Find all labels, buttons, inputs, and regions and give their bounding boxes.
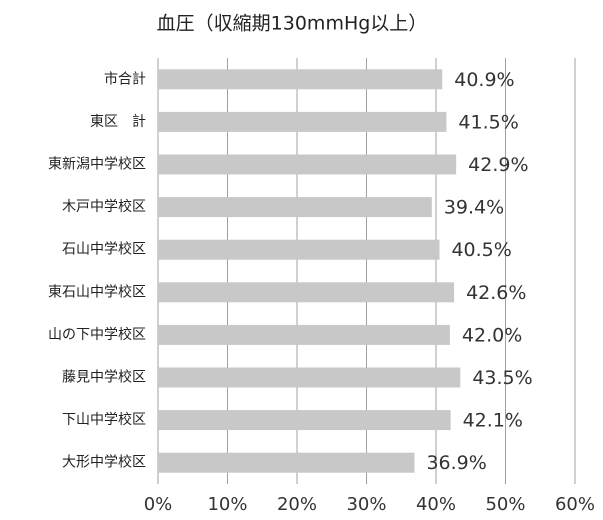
bar	[158, 69, 443, 90]
data-label: 42.9%	[468, 154, 528, 176]
x-tick-label: 20%	[277, 494, 317, 515]
data-label: 39.4%	[444, 197, 504, 219]
x-tick-label: 0%	[144, 494, 173, 515]
y-tick-label: 市合計	[104, 70, 146, 87]
data-label: 42.6%	[466, 282, 526, 304]
bar	[158, 111, 447, 132]
y-tick-label: 東区 計	[90, 114, 146, 130]
x-tick-label: 60%	[555, 494, 595, 515]
bar	[158, 452, 415, 473]
bar	[158, 410, 451, 431]
data-label: 42.0%	[462, 324, 522, 346]
y-tick-label: 藤見中学校区	[62, 369, 146, 386]
y-tick-label: 東石山中学校区	[48, 283, 146, 300]
data-label: 36.9%	[426, 452, 486, 474]
data-label: 42.1%	[463, 410, 523, 432]
y-tick-label: 大形中学校区	[62, 454, 146, 471]
bar	[158, 367, 461, 388]
bar	[158, 324, 450, 345]
y-tick-label: 下山中学校区	[62, 411, 146, 428]
y-tick-label: 木戸中学校区	[62, 198, 146, 215]
bar	[158, 282, 455, 303]
bar	[158, 239, 440, 260]
data-label: 43.5%	[472, 367, 532, 389]
x-tick-label: 40%	[416, 494, 456, 515]
x-tick-label: 30%	[346, 494, 386, 515]
x-tick-label: 50%	[485, 494, 525, 515]
bar	[158, 154, 457, 175]
chart-title: 血圧（収縮期130mmHg以上）	[157, 13, 428, 35]
data-label: 40.9%	[454, 69, 514, 91]
data-label: 40.5%	[451, 239, 511, 261]
y-tick-label: 石山中学校区	[62, 241, 146, 258]
y-tick-label: 東新潟中学校区	[48, 156, 146, 173]
y-tick-label: 山の下中学校区	[48, 326, 146, 343]
x-tick-label: 10%	[207, 494, 247, 515]
data-label: 41.5%	[458, 111, 518, 133]
bar	[158, 197, 432, 218]
